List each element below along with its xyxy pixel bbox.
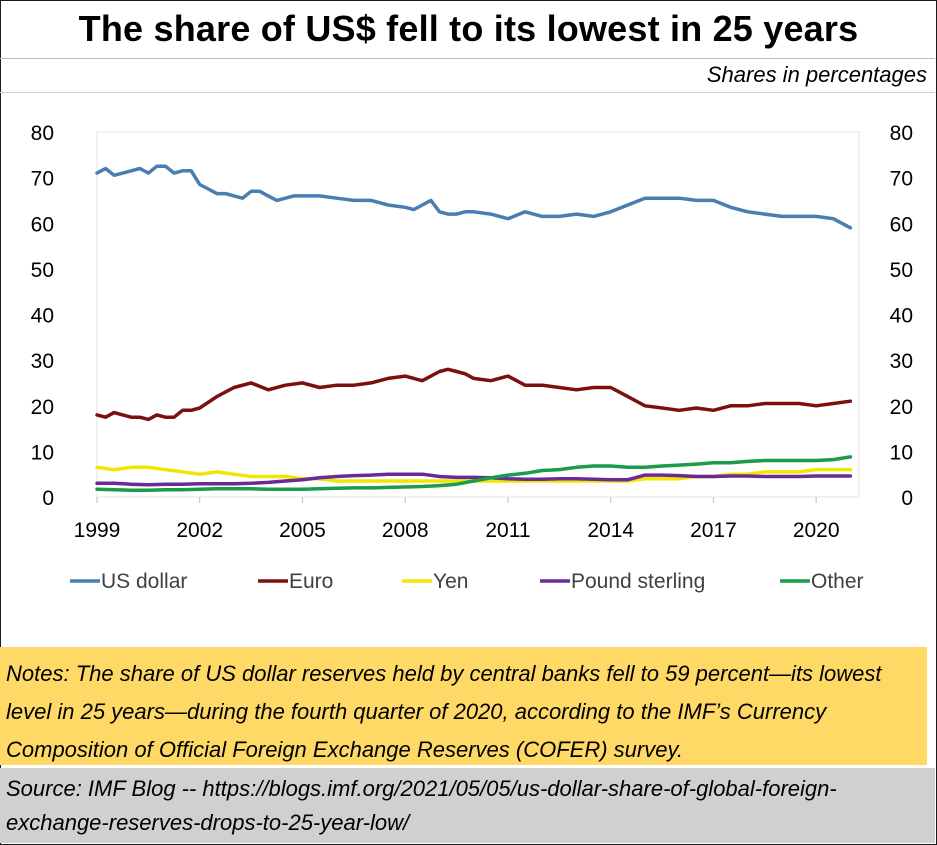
chart-title: The share of US$ fell to its lowest in 2…	[78, 8, 859, 49]
legend-label: US dollar	[101, 570, 187, 593]
y-tick-label-right: 10	[890, 441, 913, 464]
line-chart: 0 10 20 30 40 50 60 70 80 0 10 20 30 40 50 60 70 80 1999…	[31, 122, 913, 593]
legend-label: Other	[811, 570, 864, 593]
series-line-pound-sterling	[95, 472, 853, 487]
y-tick-label-right: 50	[890, 259, 913, 282]
notes-box: Notes: The share of US dollar reserves h…	[0, 647, 927, 765]
x-tick-label: 2014	[587, 519, 634, 542]
x-tick-label: 2011	[485, 519, 530, 542]
y-tick-label-right: 0	[901, 487, 913, 510]
y-tick-label-left: 80	[31, 122, 54, 145]
y-tick-label-left: 20	[31, 396, 54, 419]
y-tick-label-right: 30	[890, 350, 913, 373]
y-tick-label-left: 70	[31, 168, 54, 191]
x-tick-label: 2005	[279, 519, 326, 542]
series-line-euro	[95, 367, 853, 422]
y-tick-label-left: 0	[42, 487, 54, 510]
y-tick-label-left: 40	[31, 305, 54, 328]
y-tick-label-left: 10	[31, 441, 54, 464]
plot-area	[96, 131, 860, 498]
source-box: Source: IMF Blog -- https://blogs.imf.or…	[0, 768, 935, 843]
y-tick-label-right: 40	[890, 305, 913, 328]
subtitle-divider	[0, 92, 935, 93]
x-tick-label: 2017	[690, 519, 737, 542]
legend-label: Yen	[433, 570, 468, 593]
x-tick-label: 2008	[382, 519, 429, 542]
y-tick-label-left: 30	[31, 350, 54, 373]
series-line-us-dollar	[95, 164, 853, 230]
x-tick-label: 2020	[793, 519, 840, 542]
series-line-other	[95, 455, 853, 492]
y-axis-left: 0 10 20 30 40 50 60 70 80	[31, 122, 54, 510]
legend-label: Euro	[289, 570, 333, 593]
y-tick-label-right: 80	[890, 122, 913, 145]
x-tick-label: 2002	[176, 519, 223, 542]
legend-label: Pound sterling	[571, 570, 705, 593]
chart-subtitle: Shares in percentages	[706, 62, 927, 87]
y-tick-label-right: 20	[890, 396, 913, 419]
series-layer	[95, 164, 853, 492]
legend: US dollar Euro Yen Pound sterling Other	[70, 570, 864, 593]
x-tick-label: 1999	[74, 519, 121, 542]
x-axis: 1999 2002 2005 2008 2011 2014 2017 2020	[74, 497, 840, 542]
y-axis-right: 0 10 20 30 40 50 60 70 80	[890, 122, 913, 510]
title-divider	[0, 58, 935, 59]
y-tick-label-right: 60	[890, 213, 913, 236]
y-tick-label-left: 60	[31, 213, 54, 236]
y-tick-label-right: 70	[890, 168, 913, 191]
y-tick-label-left: 50	[31, 259, 54, 282]
